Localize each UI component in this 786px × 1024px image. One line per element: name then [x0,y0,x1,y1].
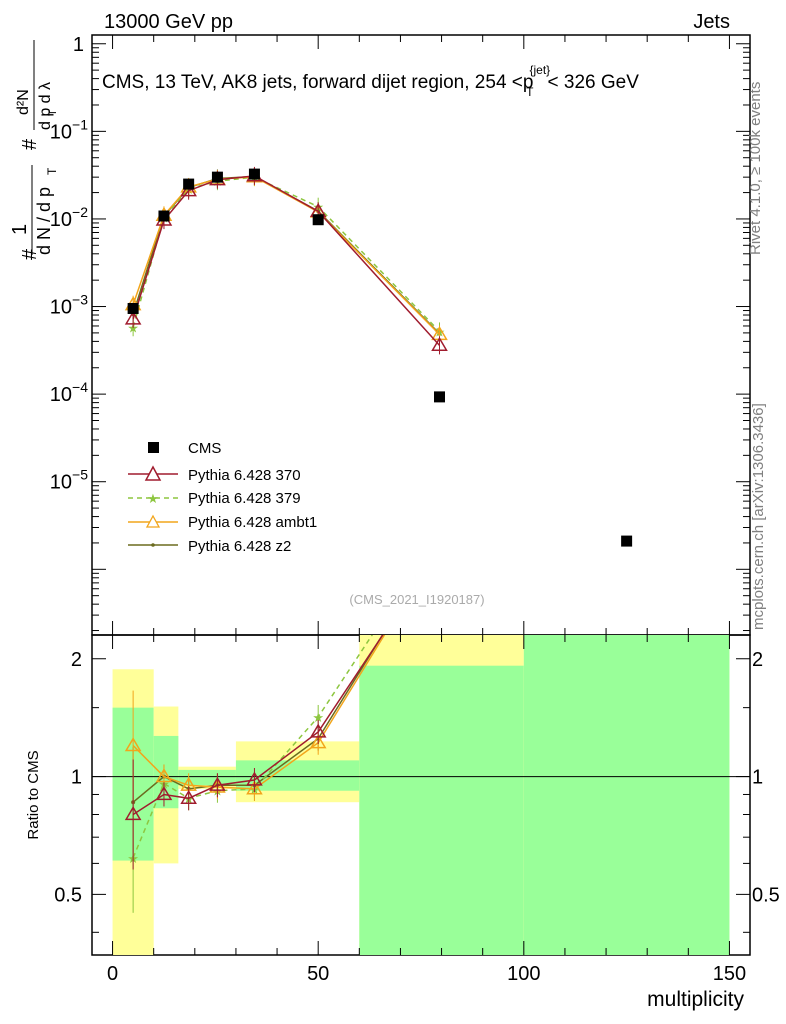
svg-text:d p d λ: d p d λ [37,82,54,130]
cms-point-7 [621,535,633,547]
series-point-top-0-0 [124,310,142,325]
svg-text:#: # [19,138,41,150]
analysis-watermark: (CMS_2021_I1920187) [349,592,484,607]
mcplots-source-label: mcplots.cern.ch [arXiv:1306.3436] [750,403,767,630]
ratio-tick-label-right-0: 0.5 [752,884,780,906]
series-point-ratio-0-1 [155,785,173,801]
series-line-top-0 [132,175,441,346]
series-point-top-0-6 [431,336,448,352]
rivet-version-label: Rivet 4.1.0, ≥ 100k events [747,82,764,255]
series-point-ratio-2-4 [246,780,263,795]
svg-text:T: T [47,109,59,116]
series-point-ratio-0-3 [209,776,226,791]
series-point-ratio-0-5 [309,723,327,738]
ratio-tick-label-left-2: 2 [71,649,82,671]
x-tick-label-0: 0 [107,963,118,985]
y-axis-label-ratio: Ratio to CMS [25,750,42,839]
legend-entry-379: ★ Pythia 6.428 379 [128,490,301,507]
band-green-2 [178,769,236,786]
x-axis-label: multiplicity [647,988,744,1011]
y-tick-label-5: 10−5 [50,467,88,494]
svg-text:#: # [19,248,41,260]
y-tick-label-4: 10−4 [50,379,88,406]
header-category-label: Jets [693,11,730,33]
series-point-ratio-2-5 [309,734,327,749]
svg-text:★: ★ [147,491,159,506]
series-point-top-0-2 [180,182,197,197]
cms-point-3 [211,171,223,183]
legend-label-z2: Pythia 6.428 z2 [188,538,291,555]
legend-label-370: Pythia 6.428 370 [188,467,301,484]
legend: CMS Pythia 6.428 370 ★ Pythia 6.428 379 … [128,440,317,555]
cms-point-2 [183,178,195,190]
svg-text:d²N: d²N [15,89,32,115]
band-green-5 [523,635,730,955]
cms-point-4 [248,168,260,180]
legend-label-ambt1: Pythia 6.428 ambt1 [188,514,317,531]
series-point-ratio-0-0 [124,806,142,821]
series-point-ratio-1-5: ★ [312,710,324,725]
y-axis-label-main: # 1 d N / d p T # d²N d p d λ T [9,40,59,260]
cms-point-0 [127,302,139,314]
series-ratio-0 [124,635,384,870]
series-point-ratio-2-1 [155,768,173,783]
cms-data-points [127,168,633,547]
axes: 0 50 100 150 1 10−1 10−2 10−3 10−4 10−5 0.5 0.5 1 1 2 2 [50,34,780,985]
legend-entry-ambt1: Pythia 6.428 ambt1 [128,514,317,531]
y-tick-label-0: 1 [73,34,84,56]
header-process-label: 13000 GeV pp [104,11,233,33]
series-line-top-1 [132,176,441,332]
x-tick-label-1: 50 [307,963,329,985]
ratio-uncertainty-bands [112,635,730,955]
ratio-tick-label-left-1: 1 [71,767,82,789]
series-point-ratio-0-4 [246,771,263,786]
svg-text:1: 1 [9,224,31,235]
legend-label-cms: CMS [188,440,221,457]
band-green-4 [359,665,524,955]
x-tick-label-2: 100 [507,963,540,985]
svg-text:d N / d p: d N / d p [34,187,54,255]
ratio-tick-label-right-2: 2 [752,649,763,671]
ratio-tick-label-right-1: 1 [752,767,763,789]
chart-title: CMS, 13 TeV, AK8 jets, forward dijet reg… [102,63,639,99]
y-tick-label-3: 10−3 [50,292,88,319]
legend-entry-370: Pythia 6.428 370 [128,465,301,484]
legend-entry-z2: Pythia 6.428 z2 [128,538,291,555]
cms-point-1 [158,210,170,222]
x-tick-label-3: 150 [713,963,746,985]
y-tick-label-2: 10−2 [50,204,88,231]
y-tick-label-1: 10−1 [50,116,88,143]
legend-label-379: Pythia 6.428 379 [188,490,301,507]
series-point-ratio-2-0 [124,737,142,752]
legend-marker-cms [148,442,159,453]
cms-point-5 [312,214,324,226]
series-point-ratio-0-2 [180,789,197,804]
ratio-tick-label-left-0: 0.5 [54,884,82,906]
cms-point-6 [434,391,446,403]
svg-text:T: T [45,167,59,175]
